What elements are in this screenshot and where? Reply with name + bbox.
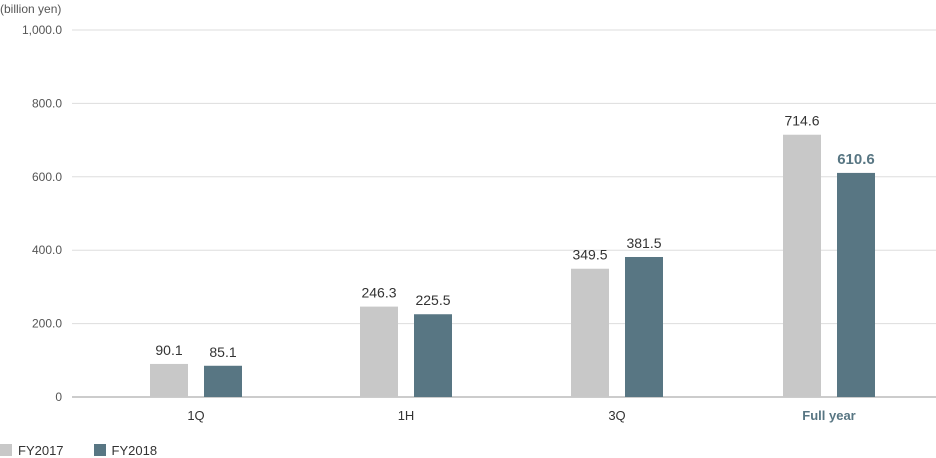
data-label: 714.6 (784, 113, 819, 129)
x-tick-label: 1Q (187, 408, 204, 423)
legend-label-fy2018: FY2018 (111, 442, 158, 458)
bar (414, 314, 452, 397)
data-label: 381.5 (626, 235, 661, 251)
bar (360, 306, 398, 397)
legend-item-fy2018: FY2018 (93, 442, 158, 458)
x-tick-label: 1H (398, 408, 415, 423)
data-label: 85.1 (209, 344, 236, 360)
y-tick-label: 200.0 (32, 317, 62, 331)
bar (783, 134, 821, 397)
bar (204, 365, 242, 397)
bar (571, 268, 609, 397)
legend-item-fy2017: FY2017 (0, 443, 64, 458)
bar (625, 256, 663, 397)
bar-chart: 0 200.0 400.0 600.0 800.0 1,000.0 90.1 85.1 1Q 24… (22, 23, 936, 423)
y-tick-label: 0 (55, 390, 62, 404)
legend-swatch-fy2017 (0, 444, 12, 456)
y-tick-label: 800.0 (32, 96, 62, 110)
y-tick-label: 600.0 (32, 170, 62, 184)
data-label: 225.5 (415, 292, 450, 308)
y-tick-label: 1,000.0 (22, 23, 62, 37)
x-tick-label: 3Q (608, 408, 625, 423)
x-tick-label: Full year (802, 408, 855, 423)
y-tick-label: 400.0 (32, 243, 62, 257)
data-label: 246.3 (361, 285, 396, 301)
legend-swatch-fy2018 (93, 444, 106, 456)
bar (150, 363, 188, 397)
data-label: 610.6 (837, 151, 875, 168)
y-axis-unit-label: (billion yen) (0, 2, 62, 16)
data-label: 90.1 (155, 342, 182, 358)
legend-label-fy2017: FY2017 (18, 442, 64, 458)
data-label: 349.5 (572, 247, 607, 263)
legend: FY2017 FY2018 (0, 442, 187, 458)
bar (837, 172, 875, 397)
